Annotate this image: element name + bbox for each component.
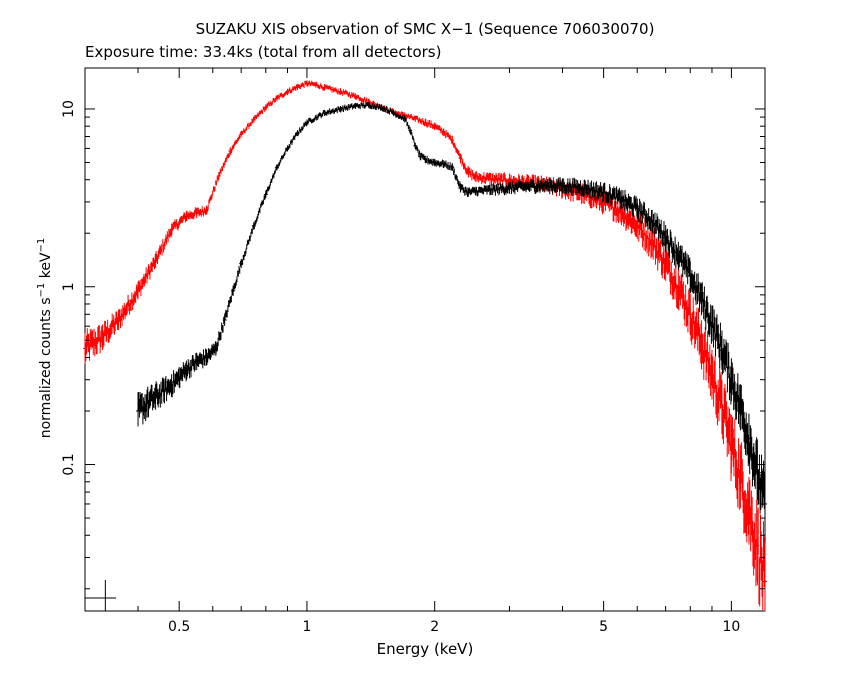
- series-0: [83, 80, 767, 611]
- y-axis-label: normalized counts s−1 keV−1: [36, 238, 54, 439]
- tick-layer: 0.5 1 2 5 10 0.1 1 10: [61, 68, 765, 635]
- x-tick-label: 1: [302, 619, 311, 635]
- y-tick-label: 1: [61, 282, 77, 291]
- x-axis-label: Energy (keV): [376, 640, 474, 658]
- y-tick-label: 0.1: [61, 453, 77, 475]
- y-axis-label-text: normalized counts s: [37, 297, 54, 439]
- y-axis-label-unit: keV: [37, 252, 54, 283]
- y-axis-label-unit-exponent: −1: [36, 237, 48, 253]
- series-layer: [83, 80, 767, 611]
- x-tick-label: 2: [430, 619, 439, 635]
- x-tick-label: 10: [722, 619, 740, 635]
- y-axis-label-exponent: −1: [36, 282, 48, 298]
- background-marker: [85, 580, 117, 611]
- plot-frame: [84, 67, 766, 612]
- series-1: [136, 102, 767, 534]
- y-tick-label: 10: [61, 100, 77, 118]
- chart-subtitle: Exposure time: 33.4ks (total from all de…: [85, 43, 442, 61]
- x-tick-label: 5: [599, 619, 608, 635]
- x-tick-label: 0.5: [168, 619, 190, 635]
- chart-title: SUZAKU XIS observation of SMC X−1 (Seque…: [195, 20, 655, 38]
